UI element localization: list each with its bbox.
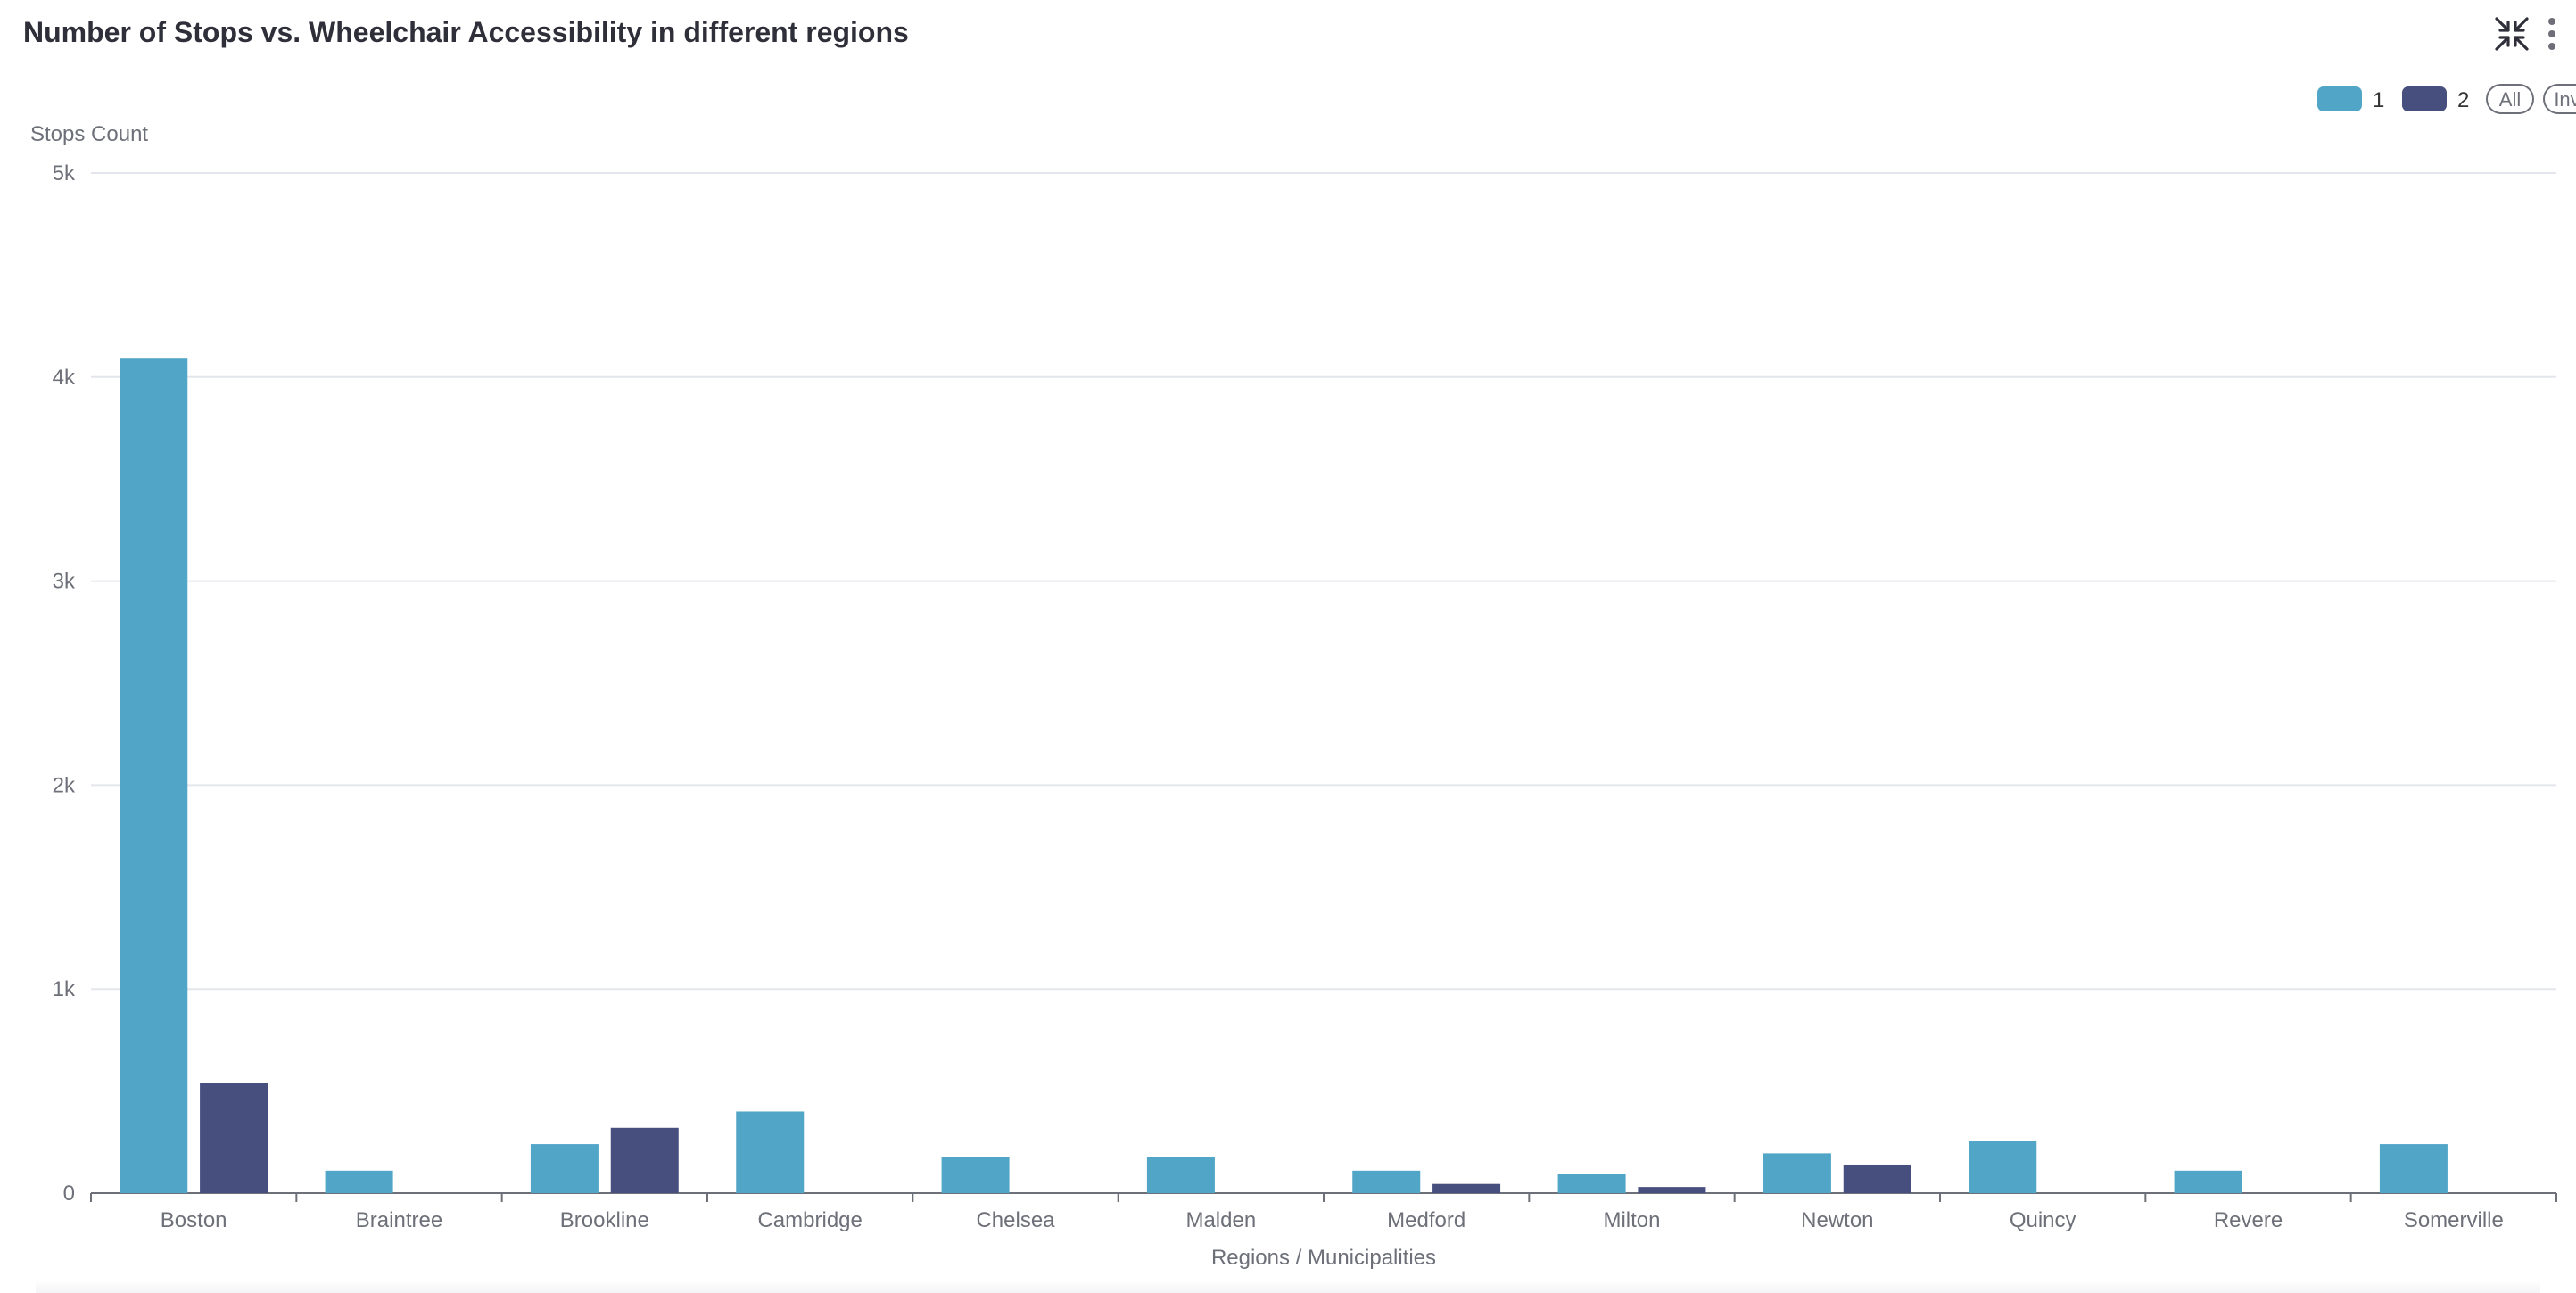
y-tick-label: 3k <box>53 570 76 594</box>
bar-chelsea-series-1[interactable] <box>941 1157 1010 1193</box>
bar-medford-series-1[interactable] <box>1352 1170 1421 1193</box>
legend-label[interactable]: 1 <box>2373 88 2384 112</box>
bar-braintree-series-1[interactable] <box>325 1170 393 1193</box>
bar-brookline-series-1[interactable] <box>530 1144 599 1193</box>
y-tick-label: 4k <box>53 366 76 390</box>
x-tick-label: Chelsea <box>976 1208 1055 1232</box>
y-axis-title: Stops Count <box>30 122 148 146</box>
x-tick-label: Braintree <box>356 1208 442 1232</box>
y-tick-label: 5k <box>53 161 76 185</box>
x-tick-label: Brookline <box>560 1208 649 1232</box>
x-tick-label: Malden <box>1185 1208 1256 1232</box>
x-tick-label: Newton <box>1801 1208 1873 1232</box>
x-tick-label: Milton <box>1603 1208 1660 1232</box>
bar-boston-series-1[interactable] <box>120 358 188 1193</box>
x-tick-label: Cambridge <box>757 1208 862 1232</box>
bar-newton-series-1[interactable] <box>1763 1153 1831 1193</box>
legend-swatch-series-1[interactable] <box>2317 86 2362 111</box>
y-tick-label: 0 <box>63 1182 75 1206</box>
bar-malden-series-1[interactable] <box>1146 1157 1215 1193</box>
more-vertical-icon[interactable] <box>2539 12 2565 55</box>
chart-title: Number of Stops vs. Wheelchair Accessibi… <box>23 16 909 48</box>
bar-boston-series-2[interactable] <box>200 1083 268 1193</box>
legend-inv-label: Inv <box>2554 88 2576 111</box>
bar-milton-series-2[interactable] <box>1638 1187 1706 1193</box>
legend-all-label: All <box>2499 88 2521 111</box>
x-axis-title: Regions / Municipalities <box>1211 1246 1436 1270</box>
bar-milton-series-1[interactable] <box>1557 1174 1626 1193</box>
bar-medford-series-2[interactable] <box>1432 1183 1501 1193</box>
x-tick-label: Boston <box>161 1208 227 1232</box>
y-tick-label: 2k <box>53 773 76 797</box>
bar-brookline-series-2[interactable] <box>610 1127 679 1193</box>
x-tick-label: Revere <box>2214 1208 2283 1232</box>
x-tick-label: Somerville <box>2404 1208 2504 1232</box>
bar-somerville-series-1[interactable] <box>2379 1144 2448 1193</box>
collapse-icon[interactable] <box>2490 12 2533 55</box>
legend-all-button[interactable] <box>2486 84 2534 114</box>
y-tick-label: 1k <box>53 977 76 1001</box>
bar-revere-series-1[interactable] <box>2174 1170 2242 1193</box>
legend-inv-button[interactable] <box>2543 84 2576 114</box>
x-tick-label: Medford <box>1387 1208 1466 1232</box>
bar-quincy-series-1[interactable] <box>1969 1141 2037 1193</box>
legend-swatch-series-2[interactable] <box>2402 86 2447 111</box>
panel-bottom-edge <box>36 1281 2540 1293</box>
bar-cambridge-series-1[interactable] <box>736 1111 805 1193</box>
bar-newton-series-2[interactable] <box>1843 1164 1911 1193</box>
legend-label[interactable]: 2 <box>2457 88 2469 112</box>
x-tick-label: Quincy <box>2010 1208 2076 1232</box>
